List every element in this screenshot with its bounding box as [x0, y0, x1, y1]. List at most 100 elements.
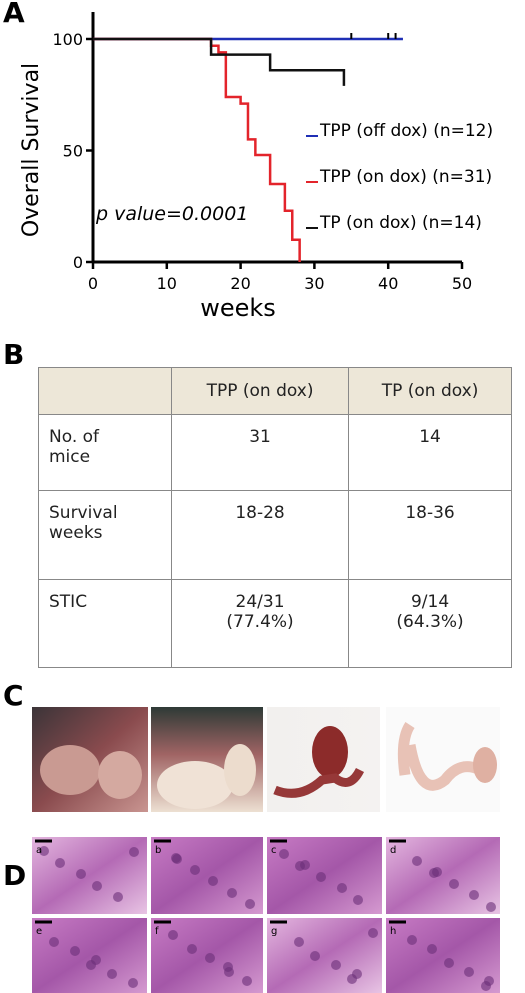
table-row: STIC 24/31 (77.4%) 9/14 (64.3%) — [38, 579, 512, 668]
y-tick-label: 50 — [63, 142, 83, 161]
y-tick-label: 0 — [73, 253, 83, 272]
x-tick-label: 30 — [304, 274, 324, 293]
table-cell: 18-36 — [348, 490, 512, 581]
y-axis-label: Overall Survival — [19, 63, 44, 237]
panel-sublabel: e — [36, 926, 42, 937]
tissue — [98, 751, 142, 799]
nucleus — [39, 846, 49, 856]
tissue — [157, 761, 233, 809]
panel-sublabel: b — [155, 845, 161, 856]
nucleus — [172, 854, 182, 864]
tissue — [273, 767, 365, 798]
nucleus — [107, 969, 117, 979]
nucleus — [368, 928, 378, 938]
legend-label: TP (on dox) (n=14) — [319, 213, 482, 233]
histology-image — [151, 837, 263, 914]
x-axis-label: weeks — [200, 294, 276, 322]
legend-label: TPP (on dox) (n=31) — [319, 167, 492, 187]
nucleus — [464, 967, 474, 977]
nucleus — [444, 958, 454, 968]
nucleus — [113, 892, 123, 902]
panel-sublabel: g — [271, 926, 277, 937]
nucleus — [347, 974, 357, 984]
x-tick-label: 50 — [452, 274, 472, 293]
table-header: TPP (on dox) TP (on dox) — [38, 367, 512, 415]
panel-sublabel: c — [271, 845, 277, 856]
nucleus — [190, 865, 200, 875]
histology-image — [267, 918, 382, 993]
nucleus — [295, 861, 305, 871]
legend-label: TPP (off dox) (n=12) — [319, 121, 493, 141]
nucleus — [279, 849, 289, 859]
nucleus — [427, 944, 437, 954]
nucleus — [70, 946, 80, 956]
table-cell: STIC — [38, 579, 172, 668]
table-cell: 14 — [348, 413, 512, 492]
x-tick-label: 40 — [378, 274, 398, 293]
histology-image — [32, 918, 147, 993]
table-row: Survival weeks 18-28 18-36 — [38, 490, 512, 581]
table-cell: No. of mice — [38, 413, 172, 492]
nucleus — [208, 876, 218, 886]
panel-sublabel: f — [155, 926, 159, 937]
nucleus — [294, 937, 304, 947]
table-row: No. of mice 31 14 — [38, 413, 512, 492]
x-tick-label: 10 — [157, 274, 177, 293]
histology-image — [386, 837, 500, 914]
x-tick-label: 0 — [88, 274, 98, 293]
panel-label: C — [3, 679, 24, 712]
panel-label: D — [3, 859, 26, 892]
nucleus — [429, 868, 439, 878]
tissue — [312, 726, 348, 778]
nucleus — [76, 869, 86, 879]
nucleus — [412, 856, 422, 866]
nucleus — [49, 937, 59, 947]
nucleus — [449, 879, 459, 889]
tissue — [397, 721, 483, 791]
y-tick-label: 100 — [52, 30, 83, 49]
nucleus — [469, 890, 479, 900]
table: TPP (on dox) TP (on dox) No. of mice 31 14… — [38, 367, 512, 668]
nucleus — [224, 967, 234, 977]
nucleus — [128, 978, 138, 988]
nucleus — [55, 858, 65, 868]
table-header-cell: TP (on dox) — [348, 367, 512, 415]
annotation: p value=0.0001 — [95, 203, 248, 225]
nucleus — [481, 981, 491, 991]
nucleus — [331, 960, 341, 970]
nucleus — [245, 899, 255, 909]
panel-label: A — [3, 0, 25, 29]
nucleus — [337, 883, 347, 893]
nucleus — [92, 881, 102, 891]
nucleus — [227, 888, 237, 898]
table-header-cell: TPP (on dox) — [170, 367, 350, 415]
nucleus — [168, 930, 178, 940]
panel-sublabel: h — [390, 926, 396, 937]
nucleus — [353, 895, 363, 905]
table-cell: Survival weeks — [38, 490, 172, 581]
nucleus — [407, 935, 417, 945]
x-tick-label: 20 — [230, 274, 250, 293]
nucleus — [86, 960, 96, 970]
survival-curve — [93, 37, 346, 86]
tissue — [40, 745, 100, 795]
nucleus — [486, 902, 496, 912]
histology: a b c d e f g h — [32, 837, 500, 993]
histology-image — [32, 837, 147, 914]
table-cell: 31 — [170, 413, 350, 492]
panel-label: B — [3, 338, 24, 371]
nucleus — [129, 847, 139, 857]
nucleus — [316, 872, 326, 882]
histology-image — [386, 918, 500, 993]
table-cell: 18-28 — [170, 490, 350, 581]
panel-sublabel: a — [36, 845, 42, 856]
nucleus — [205, 953, 215, 963]
table-cell: 9/14 (64.3%) — [348, 579, 512, 668]
nucleus — [310, 951, 320, 961]
photos — [32, 707, 500, 812]
tissue — [224, 744, 256, 796]
table-cell — [38, 367, 172, 415]
tissue — [473, 747, 497, 783]
